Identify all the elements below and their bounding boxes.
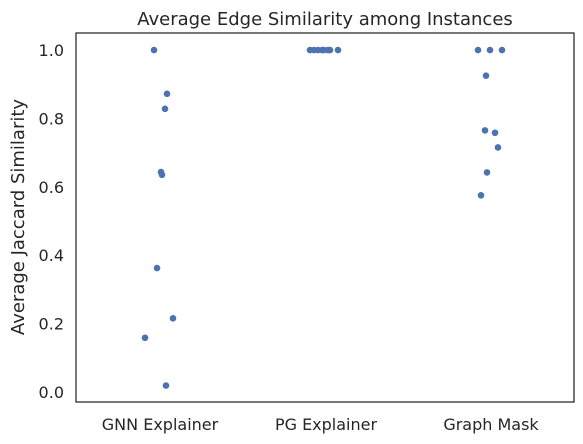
data-point [141,334,149,342]
data-point [491,129,499,137]
data-point [326,46,334,54]
data-point [158,171,166,179]
data-point [474,46,482,54]
data-point [482,72,490,80]
data-point [163,90,171,98]
data-point [486,46,494,54]
data-point [150,46,158,54]
y-tick-label: 0.4 [39,246,64,265]
data-point [477,191,485,199]
x-axis: GNN Explainer PG Explainer Graph Mask [102,415,540,434]
data-point [498,46,506,54]
y-tick-label: 0.2 [39,314,64,333]
data-point [169,314,177,322]
data-point [161,105,169,113]
data-point [494,144,502,151]
x-tick-label: GNN Explainer [102,415,219,434]
data-point [483,169,491,176]
y-tick-label: 0.6 [39,178,64,197]
data-points [141,46,506,389]
y-axis: 0.0 0.2 0.4 0.6 0.8 1.0 [39,41,64,402]
data-point [153,264,161,272]
plot-area [75,32,575,403]
y-tick-label: 0.0 [39,383,64,402]
x-tick-label: PG Explainer [275,415,378,434]
y-axis-label-group: Average Jaccard Similarity [8,99,29,335]
y-tick-label: 0.8 [39,109,64,128]
x-tick-label: Graph Mask [443,415,539,434]
y-tick-label: 1.0 [39,41,64,60]
data-point [481,127,489,134]
chart-title: Average Edge Similarity among Instances [137,9,513,30]
y-axis-label: Average Jaccard Similarity [8,99,29,335]
data-point [334,46,342,54]
data-point [162,382,170,389]
